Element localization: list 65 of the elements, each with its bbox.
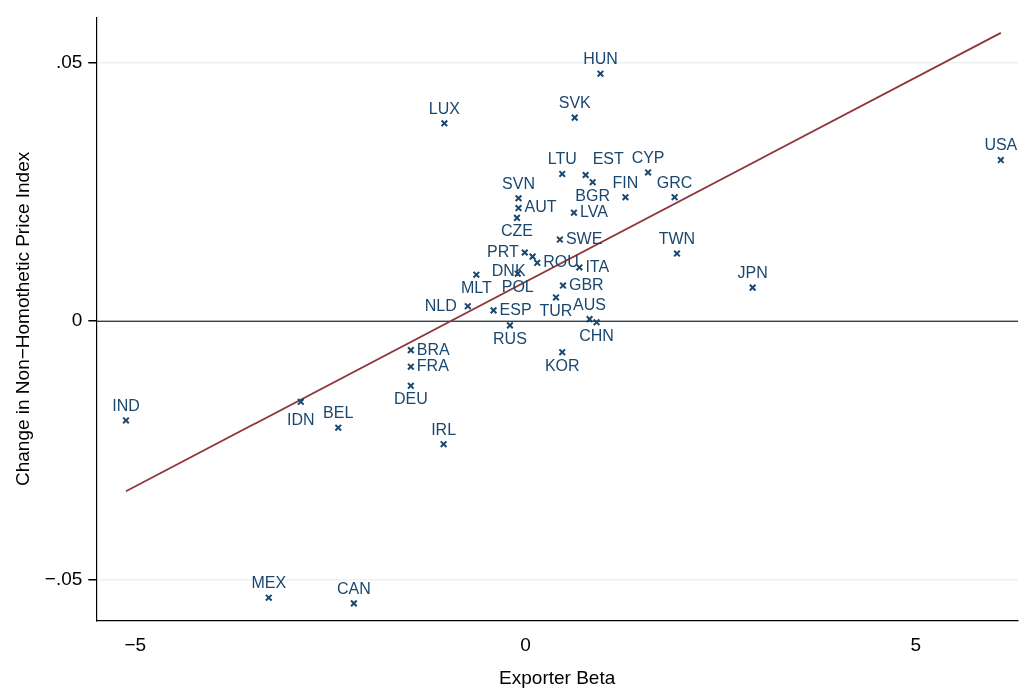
- point: [520, 248, 529, 257]
- point: [440, 119, 449, 128]
- point: [514, 194, 523, 203]
- data-label: SVN: [502, 174, 535, 192]
- data-label: SVK: [558, 94, 592, 112]
- data-label: CHN: [579, 326, 614, 344]
- data-label: MEX: [251, 574, 287, 592]
- data-label: HUN: [583, 50, 618, 68]
- data-label: FRA: [416, 357, 450, 375]
- data-label: NLD: [424, 296, 457, 314]
- data-label: JPN: [737, 264, 768, 282]
- point: [296, 398, 305, 406]
- data-label: GBR: [569, 275, 604, 293]
- data-label: ITA: [585, 257, 610, 275]
- x-tick-label: −5: [124, 634, 147, 656]
- point: [621, 193, 630, 202]
- point: [585, 315, 594, 323]
- data-label: PRT: [487, 242, 519, 260]
- data-label: BRA: [416, 340, 451, 358]
- data-label: LTU: [547, 150, 577, 168]
- data-label: BEL: [323, 404, 354, 422]
- data-label: DNK: [491, 262, 526, 280]
- point: [506, 321, 514, 330]
- data-label: USA: [984, 136, 1018, 154]
- data-label: DEU: [393, 390, 428, 408]
- data-label: TWN: [658, 229, 696, 247]
- data-label: EST: [592, 150, 624, 168]
- point: [570, 208, 578, 217]
- point: [472, 270, 481, 279]
- x-axis-title: Exporter Beta: [499, 666, 616, 688]
- data-label: ESP: [499, 300, 532, 318]
- y-tick-label: .05: [55, 51, 83, 73]
- data-label: MLT: [460, 279, 493, 297]
- data-label: CAN: [336, 579, 371, 597]
- data-label: GRC: [656, 173, 693, 191]
- y-tick-label: 0: [71, 309, 83, 331]
- data-label: CYP: [631, 148, 665, 166]
- data-label: IND: [112, 396, 140, 414]
- point: [439, 440, 448, 449]
- y-tick-label: −.05: [44, 567, 83, 589]
- point: [748, 283, 757, 292]
- data-label: RUS: [493, 329, 527, 347]
- point: [489, 306, 498, 315]
- data-label: IDN: [287, 411, 315, 429]
- data-label: AUS: [573, 295, 606, 313]
- point: [670, 193, 679, 202]
- x-tick-label: 0: [520, 634, 531, 656]
- data-label: KOR: [544, 356, 580, 374]
- point: [528, 252, 537, 261]
- data-label: BGR: [575, 186, 610, 204]
- data-label: LUX: [428, 99, 461, 117]
- data-label: AUT: [524, 198, 557, 216]
- data-label: FIN: [612, 173, 639, 191]
- point: [570, 113, 579, 122]
- point: [596, 69, 605, 78]
- data-label: CZE: [500, 222, 533, 240]
- data-label: TUR: [539, 301, 573, 319]
- y-axis-title: Change in Non−Homothetic Price Index: [11, 151, 33, 487]
- data-label: LVA: [579, 203, 609, 221]
- point: [406, 381, 415, 390]
- x-tick-label: 5: [910, 634, 922, 656]
- data-label: SWE: [565, 229, 603, 247]
- data-label: IRL: [431, 420, 457, 438]
- point: [592, 318, 601, 327]
- point: [581, 171, 590, 179]
